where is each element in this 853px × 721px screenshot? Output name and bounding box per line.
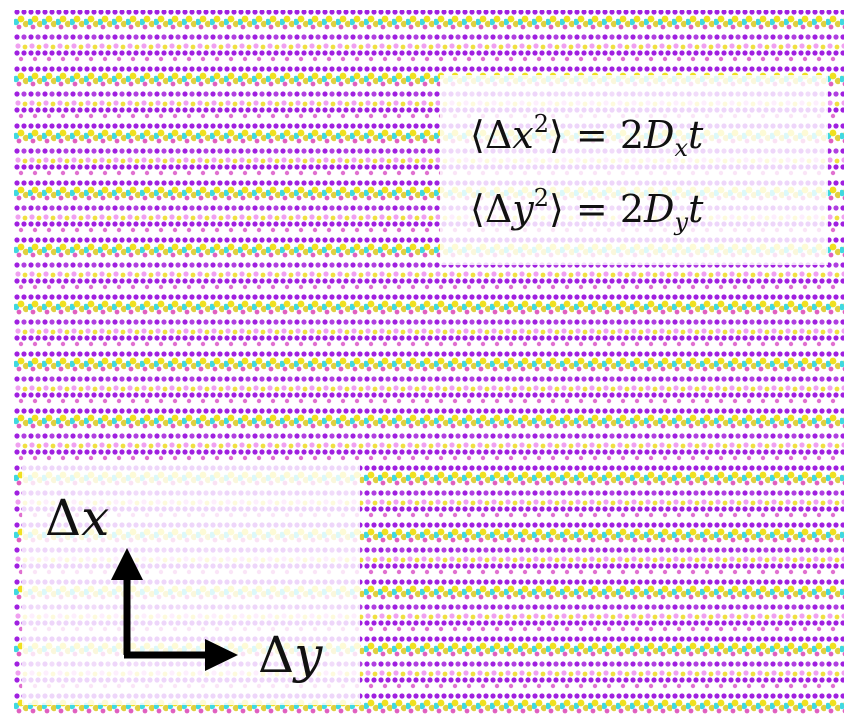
equation-x: ⟨Δx2⟩ = 2Dxt: [470, 110, 704, 162]
eq-sub: y: [674, 208, 689, 236]
eq-coef: D: [643, 113, 674, 157]
arrowhead: [205, 639, 238, 671]
eq-time: t: [688, 113, 704, 157]
eq-power: 2: [534, 110, 549, 138]
axis-label-x: Δx: [45, 489, 109, 547]
eq-sub: x: [674, 134, 688, 162]
variable: y: [292, 626, 323, 684]
eq-var: y: [510, 187, 534, 231]
equation-y: ⟨Δy2⟩ = 2Dyt: [470, 184, 704, 236]
arrowhead: [111, 548, 143, 580]
eq-var: x: [512, 113, 533, 157]
equation-panel: [440, 75, 828, 265]
delta: Δ: [45, 489, 81, 547]
eq-open: ⟨Δ: [470, 113, 512, 157]
axes-panel: [22, 465, 360, 705]
variable: x: [81, 489, 109, 547]
axis-label-y: Δy: [258, 626, 323, 684]
eq-open: ⟨Δ: [470, 187, 512, 231]
eq-power: 2: [534, 184, 549, 212]
eq-coef: D: [643, 187, 674, 231]
eq-close: ⟩ = 2: [549, 113, 644, 157]
delta: Δ: [258, 626, 294, 684]
eq-close: ⟩ = 2: [549, 187, 644, 231]
eq-time: t: [688, 187, 704, 231]
